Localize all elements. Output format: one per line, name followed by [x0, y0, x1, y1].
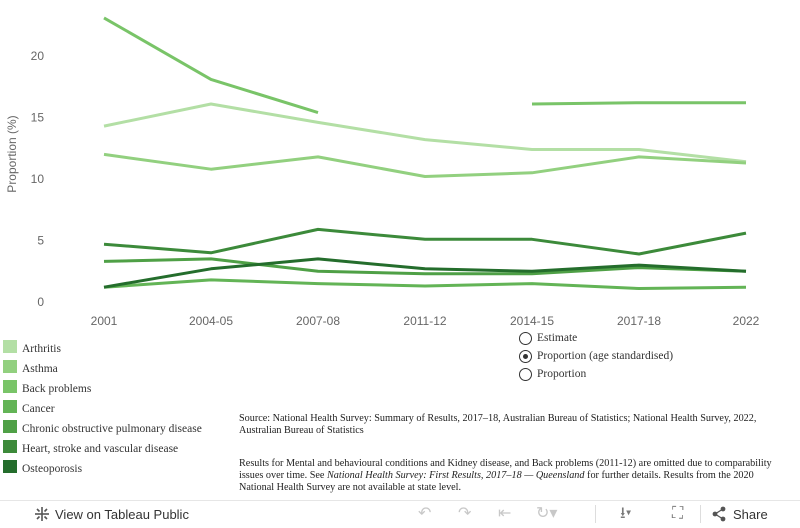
x-axis: 2001 2004-05 2007-08 2011-12 2014-15 2017-18 2… — [91, 314, 760, 328]
x-tick-label: 2022 — [733, 314, 760, 328]
legend-label: Heart, stroke and vascular disease — [22, 443, 179, 455]
share-button[interactable]: Share — [733, 507, 768, 522]
radio-button[interactable] — [519, 332, 532, 345]
x-tick-label: 2017-18 — [617, 314, 661, 328]
line-chart: 0 5 10 15 20 2001 2004-05 2007-08 2011-12 2014-1… — [5, 16, 760, 328]
x-tick-label: 2011-12 — [403, 314, 446, 328]
series-line-chronic-obstructive-pulmonary-disease — [103, 257, 747, 276]
x-tick-label: 2007-08 — [296, 314, 340, 328]
tableau-logo-icon — [33, 505, 51, 528]
series-line-arthritis — [103, 102, 747, 164]
series-line-back-problems — [103, 16, 319, 115]
legend-swatch — [3, 340, 17, 353]
redo-icon[interactable]: ↷ — [458, 505, 472, 522]
omission-note-publication: National Health Survey: First Results, 2… — [327, 470, 585, 481]
legend-swatch — [3, 420, 17, 433]
y-tick-label: 0 — [37, 295, 44, 309]
radio-label: Estimate — [537, 332, 578, 344]
source-note: Source: National Health Survey: Summary … — [239, 413, 757, 436]
omission-note: Results for Mental and behavioural condi… — [239, 458, 787, 494]
legend-label: Cancer — [22, 403, 55, 415]
toolbar-divider — [700, 505, 701, 523]
legend-label: Back problems — [22, 383, 92, 395]
toolbar-divider — [595, 505, 596, 523]
y-tick-label: 10 — [31, 172, 45, 186]
revert-icon[interactable]: ⇤ — [498, 505, 512, 522]
legend-swatch — [3, 400, 17, 413]
omission-note-text: Results for Mental and behavioural condi… — [239, 458, 772, 481]
series-line-heart-stroke-and-vascular-disease — [103, 227, 747, 256]
series-line-cancer — [103, 278, 747, 290]
legend-label: Asthma — [22, 363, 58, 375]
series-line-osteoporosis — [103, 257, 747, 289]
omission-note-text-end: for further details. Results from the 20… — [239, 470, 754, 493]
x-tick-label: 2001 — [91, 314, 118, 328]
undo-icon[interactable]: ↶ — [418, 505, 432, 522]
y-tick-label: 5 — [37, 234, 44, 248]
download-icon[interactable]: ⭳▾ — [620, 505, 632, 522]
radio-button[interactable] — [519, 350, 532, 363]
series-lines — [103, 16, 747, 290]
x-tick-label: 2004-05 — [189, 314, 233, 328]
legend-swatch — [3, 380, 17, 393]
y-axis: 0 5 10 15 20 — [31, 49, 45, 309]
legend-swatch — [3, 440, 17, 453]
legend-swatch — [3, 460, 17, 473]
legend-swatch — [3, 360, 17, 373]
fullscreen-icon[interactable]: ⛶ — [672, 505, 684, 522]
radio-label: Proportion — [537, 368, 587, 380]
legend-label: Chronic obstructive pulmonary disease — [22, 423, 202, 435]
view-on-tableau-public-link[interactable]: View on Tableau Public — [55, 507, 189, 522]
tableau-toolbar: View on Tableau Public ↶ ↷ ⇤ ↻▾ ⭳▾ ⛶ Sha… — [0, 500, 800, 527]
y-tick-label: 20 — [31, 49, 45, 63]
series-line-asthma — [103, 152, 747, 178]
series-line-back-problems — [531, 101, 746, 106]
radio-label: Proportion (age standardised) — [537, 350, 674, 362]
legend-label: Osteoporosis — [22, 463, 83, 475]
y-tick-label: 15 — [31, 111, 45, 125]
refresh-icon[interactable]: ↻▾ — [536, 505, 558, 522]
y-axis-label: Proportion (%) — [5, 115, 19, 192]
x-tick-label: 2014-15 — [510, 314, 554, 328]
legend-label: Arthritis — [22, 343, 61, 355]
radio-button[interactable] — [519, 368, 532, 381]
share-icon[interactable] — [710, 505, 728, 528]
